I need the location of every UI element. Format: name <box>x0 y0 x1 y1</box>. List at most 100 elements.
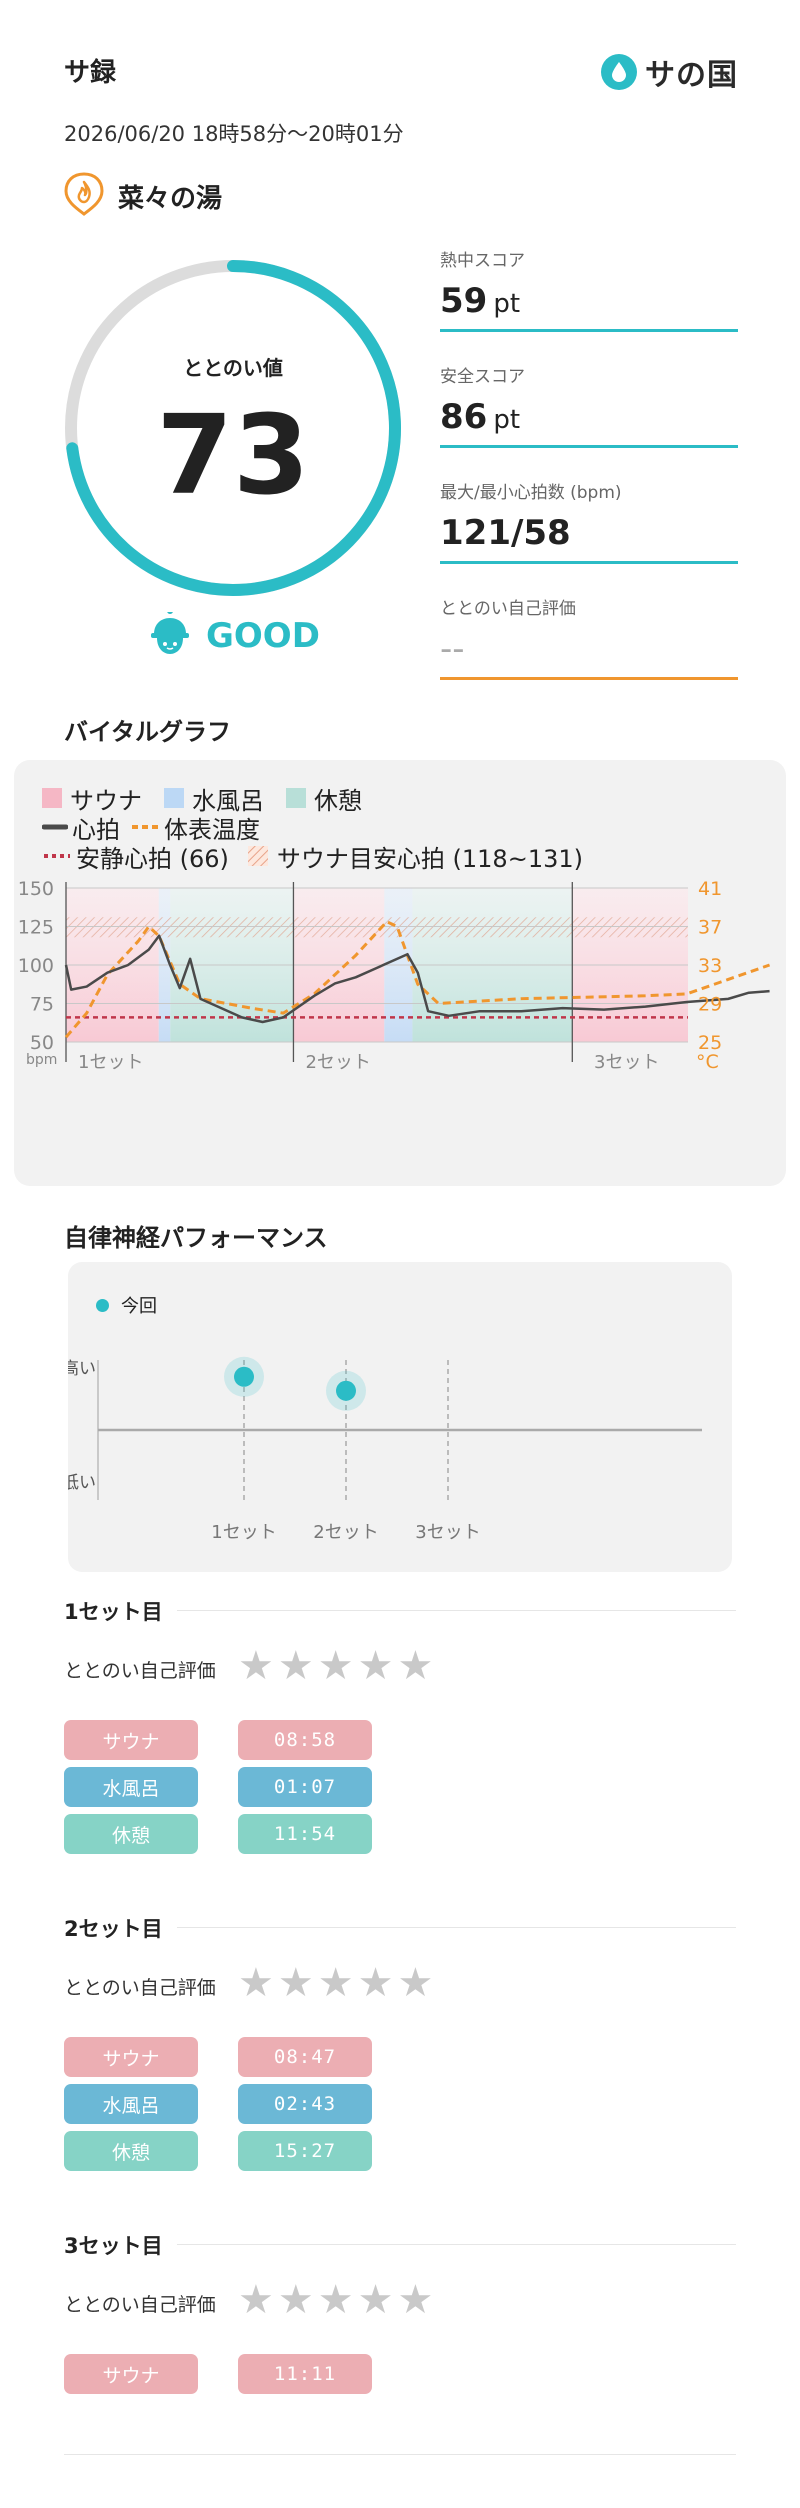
vital-legend: サウナ 水風呂 休憩 心拍 体表温度 安静心拍 (66) サウナ目安心拍 (11… <box>42 783 583 873</box>
heart-rate-range-value: 121/58 <box>440 513 571 553</box>
water-drop-icon <box>601 54 637 90</box>
app-title: サ録 <box>64 58 117 88</box>
star-icon[interactable]: ★ <box>277 2277 314 2323</box>
set-2-water-label: 水風呂 <box>64 2084 198 2124</box>
rating-text: GOOD <box>206 616 320 656</box>
divider <box>440 561 738 564</box>
star-icon[interactable]: ★ <box>357 2277 394 2323</box>
star-icon[interactable]: ★ <box>317 1643 354 1689</box>
gauge-chart <box>65 260 401 596</box>
set-2-sauna-label: サウナ <box>64 2037 198 2077</box>
star-icon[interactable]: ★ <box>397 2277 434 2323</box>
set-1-water-label: 水風呂 <box>64 1767 198 1807</box>
set-2-water-time: 02:43 <box>238 2084 372 2124</box>
set-1-sauna-label: サウナ <box>64 1720 198 1760</box>
facility-name: 菜々の湯 <box>118 183 223 214</box>
star-icon[interactable]: ★ <box>317 2277 354 2323</box>
ans-low-label: 低い <box>68 1473 96 1493</box>
star-icon[interactable]: ★ <box>238 1960 274 2006</box>
set-1-sauna-time: 08:58 <box>238 1720 372 1760</box>
y-left-tick: 125 <box>18 917 54 939</box>
ans-x-label: 1セット <box>211 1522 276 1543</box>
y-right-tick: 33 <box>698 955 722 977</box>
set-3-sauna-label: サウナ <box>64 2354 198 2394</box>
heat-score-unit: pt <box>493 289 521 319</box>
set-1-water-time: 01:07 <box>238 1767 372 1807</box>
star-icon[interactable]: ★ <box>317 1960 354 2006</box>
set-2-title: 2セット目 <box>64 1913 177 1943</box>
legend-target: サウナ目安心拍 (118~131) <box>276 844 583 873</box>
heart-rate-range-label: 最大/最小心拍数 (bpm) <box>440 483 622 503</box>
y-right-tick: 29 <box>698 994 722 1016</box>
safety-score-value: 86 <box>440 397 488 437</box>
divider <box>64 1610 736 1611</box>
vital-chart: 150 125 100 75 50 bpm 41 37 33 29 25 °C 1セット 2セット 3セット <box>14 870 786 1174</box>
set-1-rest-label: 休憩 <box>64 1814 198 1854</box>
totonoi-value: 73 <box>156 391 310 519</box>
set-3-rating-stars[interactable]: ★ ★ ★ ★ ★ <box>238 2280 433 2320</box>
totonoi-label: ととのい値 <box>183 356 283 380</box>
self-rating[interactable]: ととのい自己評価 -- <box>440 594 738 680</box>
bottom-divider <box>64 2454 736 2455</box>
ans-card <box>68 1262 732 1572</box>
heat-score-value: 59 <box>440 281 488 321</box>
legend-dot-icon <box>96 1298 109 1312</box>
star-icon[interactable]: ★ <box>277 1643 314 1689</box>
set-2-sauna-time: 08:47 <box>238 2037 372 2077</box>
star-icon[interactable]: ★ <box>357 1643 394 1689</box>
ans-point <box>234 1366 254 1387</box>
totonoi-rating: GOOD <box>148 608 320 660</box>
set-1-rest-time: 11:54 <box>238 1814 372 1854</box>
ans-point <box>336 1380 356 1401</box>
set-2-rating-stars[interactable]: ★ ★ ★ ★ ★ <box>238 1963 433 2003</box>
star-icon[interactable]: ★ <box>238 2277 274 2323</box>
ans-legend: 今回 <box>96 1292 157 1318</box>
heat-score-label: 熱中スコア <box>440 251 525 271</box>
y-right-tick: 25 <box>698 1032 722 1054</box>
set-1-rating-stars[interactable]: ★ ★ ★ ★ ★ <box>238 1646 433 1686</box>
y-left-tick: 50 <box>30 1032 54 1054</box>
ans-high-label: 高い <box>68 1359 96 1379</box>
star-icon[interactable]: ★ <box>238 1643 274 1689</box>
x-tick-label: 1セット <box>78 1052 143 1073</box>
self-rating-value: -- <box>440 629 465 669</box>
ans-chart: 高い 低い 1セット 2セット 3セット <box>62 1330 732 1564</box>
star-icon[interactable]: ★ <box>397 1960 434 2006</box>
heart-line-swatch <box>42 824 68 830</box>
session-datetime: 2026/06/20 18時58分〜20時01分 <box>64 122 404 146</box>
y-right-tick: 41 <box>698 878 722 900</box>
star-icon[interactable]: ★ <box>277 1960 314 2006</box>
legend-water: 水風呂 <box>192 786 264 815</box>
star-icon[interactable]: ★ <box>397 1643 434 1689</box>
y-left-tick: 100 <box>18 955 54 977</box>
water-swatch <box>164 788 184 808</box>
facility[interactable]: 菜々の湯 <box>64 172 222 220</box>
star-icon[interactable]: ★ <box>357 1960 394 2006</box>
ans-title: 自律神経パフォーマンス <box>64 1224 328 1252</box>
ans-legend-label: 今回 <box>121 1296 157 1317</box>
set-3-title: 3セット目 <box>64 2230 177 2260</box>
y-right-unit: °C <box>696 1051 719 1073</box>
target-zone-swatch <box>247 846 268 866</box>
heat-score: 熱中スコア 59 pt <box>440 246 738 332</box>
app-logo: サの国 <box>601 50 738 94</box>
vital-graph-title: バイタルグラフ <box>64 718 232 746</box>
x-tick-label: 3セット <box>594 1052 659 1073</box>
safety-score-unit: pt <box>493 405 521 435</box>
set-1-rating-label: ととのい自己評価 <box>64 1660 216 1682</box>
logo-text: サの国 <box>645 58 738 93</box>
totonoi-gauge <box>60 255 406 601</box>
heart-rate-range: 最大/最小心拍数 (bpm) 121/58 <box>440 478 738 564</box>
ans-x-label: 3セット <box>415 1522 480 1543</box>
divider <box>440 677 738 680</box>
y-left-tick: 75 <box>30 994 54 1016</box>
set-1-title: 1セット目 <box>64 1596 177 1626</box>
divider <box>440 445 738 448</box>
sauna-swatch <box>42 788 62 808</box>
y-left-tick: 150 <box>18 878 54 900</box>
divider <box>440 329 738 332</box>
temp-line-swatch <box>132 825 158 829</box>
safety-score: 安全スコア 86 pt <box>440 362 738 448</box>
set-2-rest-time: 15:27 <box>238 2131 372 2171</box>
